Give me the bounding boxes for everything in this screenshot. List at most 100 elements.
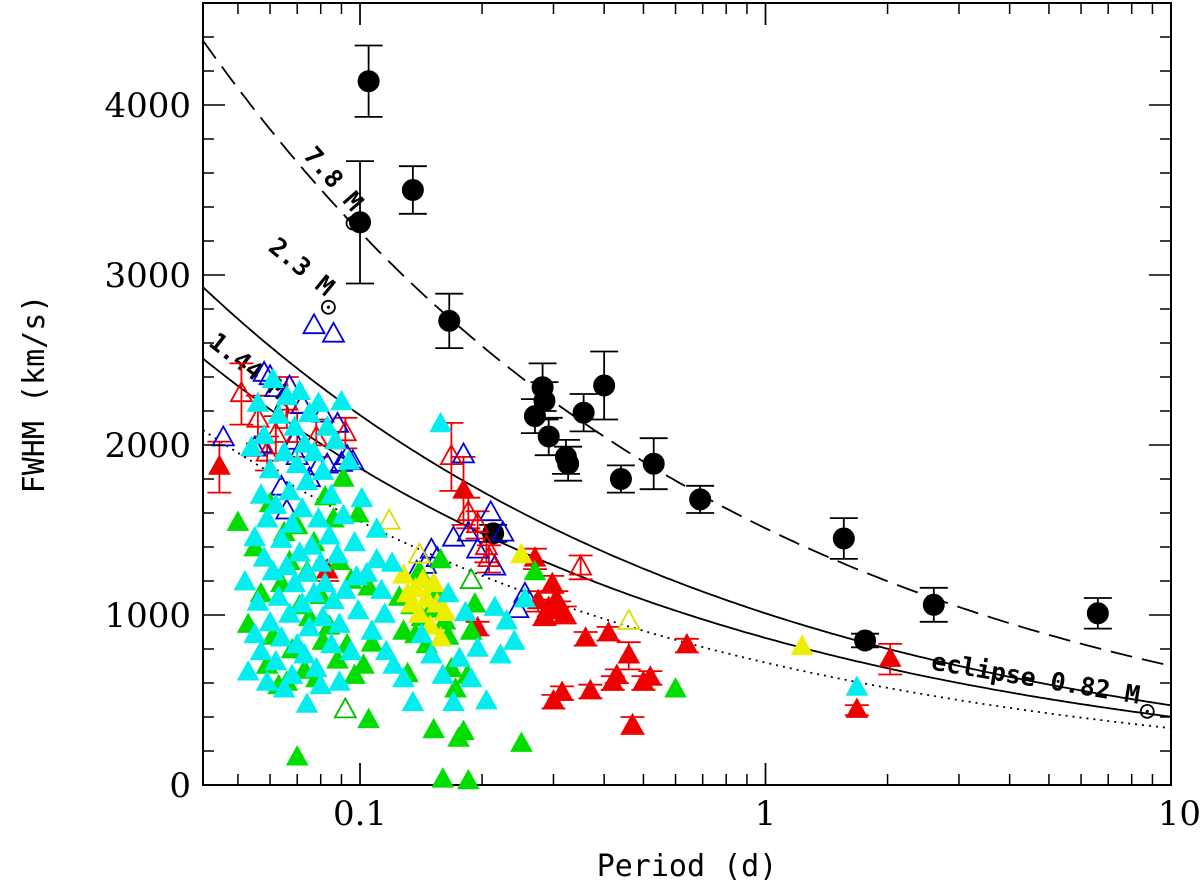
marker-red-filled-triangles [638,665,662,686]
marker-red-open-triangles [568,553,593,576]
marker-cyan-filled-triangles [513,586,537,608]
marker-black-circles-with-error-bars [832,527,855,550]
marker-blue-open-triangles [310,400,335,423]
marker-cyan-filled-triangles [495,609,519,630]
marker-cyan-filled-triangles [502,629,526,650]
marker-cyan-filled-triangles [360,619,384,640]
marker-blue-open-triangles [325,411,350,433]
marker-cyan-filled-triangles [315,415,339,436]
marker-cyan-filled-triangles [267,403,290,424]
marker-cyan-filled-triangles [374,639,398,661]
marker-cyan-filled-triangles [264,493,288,514]
marker-red-filled-triangles [208,454,231,475]
marker-cyan-filled-triangles [240,435,263,457]
marker-red-open-triangles [229,380,254,403]
marker-black-circles-with-error-bars [572,401,595,424]
marker-cyan-filled-triangles [333,578,357,599]
marker-green-filled-triangles [243,535,267,557]
marker-blue-open-triangles [211,424,236,447]
y-tick-label: 3000 [104,256,191,296]
marker-cyan-filled-triangles [401,690,425,712]
marker-cyan-filled-triangles [255,507,279,528]
marker-black-circles-with-error-bars [537,425,560,448]
marker-blue-open-triangles [451,441,476,464]
marker-yellow-open-triangles [616,608,641,630]
sun-symbol-dot [1145,709,1149,713]
marker-blue-open-triangles [301,312,327,335]
marker-cyan-filled-triangles [307,391,330,412]
marker-green-filled-triangles [431,767,455,788]
marker-black-circles-with-error-bars [349,211,372,234]
marker-green-open-triangles [333,696,358,719]
curve-2-3-msun [202,286,1172,707]
marker-cyan-filled-triangles [264,649,288,671]
marker-cyan-filled-triangles [320,632,343,654]
marker-cyan-filled-triangles [258,610,282,632]
marker-cyan-filled-triangles [380,551,404,572]
marker-cyan-filled-triangles [267,585,290,606]
marker-cyan-filled-triangles [436,581,460,603]
marker-cyan-filled-triangles [328,670,351,691]
marker-cyan-filled-triangles [298,401,321,423]
marker-cyan-filled-triangles [343,530,366,552]
marker-cyan-filled-triangles [311,459,335,480]
marker-cyan-filled-triangles [288,379,312,400]
marker-green-filled-triangles [332,466,355,487]
marker-cyan-filled-triangles [285,452,309,474]
marker-cyan-filled-triangles [280,512,304,533]
marker-red-filled-triangles [597,620,620,642]
marker-cyan-filled-triangles [370,578,393,599]
marker-green-filled-triangles [285,745,309,766]
marker-cyan-filled-triangles [270,626,293,647]
marker-black-circles-with-error-bars [1086,602,1109,625]
marker-cyan-filled-triangles [290,496,314,518]
marker-cyan-filled-triangles [320,483,343,504]
x-tick-label: 10 [1158,794,1200,834]
marker-cyan-filled-triangles [345,564,368,586]
marker-cyan-filled-triangles [246,391,270,412]
marker-red-filled-triangles [878,646,902,667]
marker-cyan-filled-triangles [280,663,304,684]
marker-cyan-filled-triangles [313,571,337,593]
marker-cyan-filled-triangles [298,615,321,637]
marker-cyan-filled-triangles [420,643,443,664]
marker-red-open-triangles [439,443,464,466]
marker-red-filled-triangles [675,632,699,654]
marker-cyan-filled-triangles [346,598,370,620]
axes: 0 1000 2000 3000 4000 0.1 1 10 [104,2,1200,834]
curve-label: 2.3 M [263,232,340,302]
marker-red-filled-triangles [550,680,574,701]
x-axis-title: Period (d) [597,849,778,884]
marker-green-filled-triangles [459,619,483,640]
marker-green-open-triangles [459,567,484,590]
plot-frame [202,2,1172,786]
marker-cyan-filled-triangles [278,602,301,623]
marker-green-filled-triangles [429,547,452,569]
marker-green-filled-triangles [343,663,366,684]
marker-red-filled-triangles [553,602,577,623]
marker-red-open-triangles [245,405,270,428]
marker-cyan-filled-triangles [475,688,498,710]
curve-label: eclipse 0.82 M [929,647,1142,710]
curve-label-group: eclipse 0.82 M [929,647,1155,719]
marker-cyan-filled-triangles [272,677,296,698]
marker-green-filled-triangles [422,717,446,739]
marker-red-filled-triangles [574,626,597,647]
marker-cyan-filled-triangles [275,554,299,576]
marker-yellow-filled-triangles [407,602,431,623]
marker-cyan-filled-triangles [307,507,330,528]
marker-blue-open-triangles [478,499,503,522]
marker-green-filled-triangles [456,768,480,790]
marker-green-filled-triangles [664,677,687,698]
marker-black-circles-with-error-bars [609,468,632,490]
marker-red-open-triangles [456,499,481,522]
marker-blue-open-triangles [441,524,466,547]
marker-cyan-filled-triangles [459,666,483,688]
marker-blue-open-triangles [490,519,515,542]
marker-green-filled-triangles [392,619,415,640]
data-markers [208,70,1109,790]
marker-black-circles-with-error-bars [642,452,665,475]
marker-blue-open-triangles [505,596,530,618]
marker-blue-open-triangles [456,519,481,542]
marker-green-filled-triangles [360,631,384,652]
